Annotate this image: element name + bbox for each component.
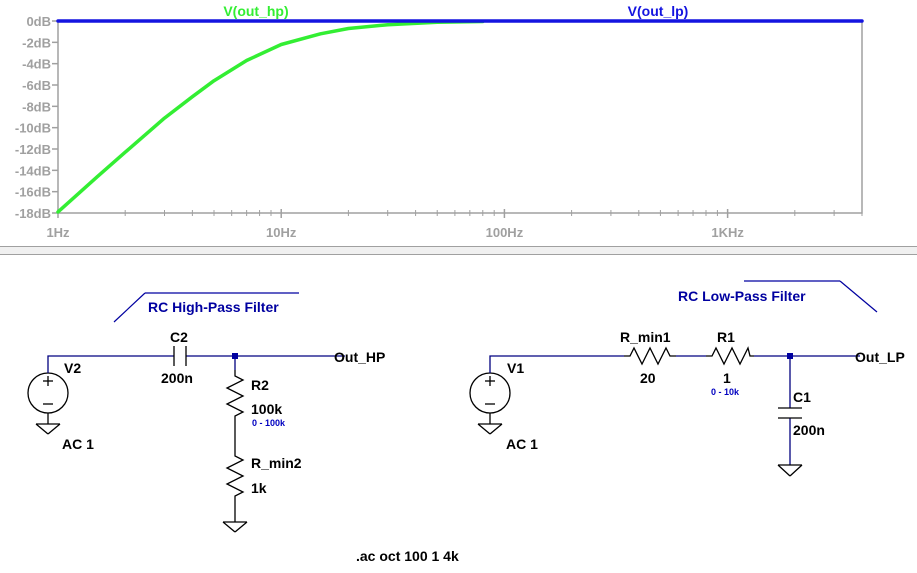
c1-value-label[interactable]: 200n	[793, 422, 825, 438]
resistor-r-min2[interactable]	[225, 452, 245, 522]
trace-layer	[56, 19, 864, 214]
y-tick-label: -16dB	[15, 185, 51, 200]
ground-symbol	[222, 521, 248, 533]
y-tick-label: 0dB	[26, 14, 51, 29]
trace-label-out-hp[interactable]: V(out_hp)	[223, 3, 288, 19]
ground-symbol	[777, 464, 803, 477]
wire	[47, 355, 174, 373]
c2-ref-label[interactable]: C2	[170, 329, 188, 345]
spice-directive[interactable]: .ac oct 100 1 4k	[356, 548, 459, 564]
voltage-source-v1[interactable]	[469, 372, 511, 424]
plot-area-frame	[57, 20, 863, 214]
hp-filter-title[interactable]: RC High-Pass Filter	[148, 299, 279, 315]
x-tick-label: 10Hz	[266, 225, 297, 240]
x-tick-label: 1Hz	[46, 225, 70, 240]
v2-ref-label[interactable]: V2	[64, 360, 81, 376]
ground-symbol	[35, 423, 61, 435]
x-tick-label: 1KHz	[711, 225, 744, 240]
y-axis-ticks: 0dB -2dB -4dB -6dB -8dB -10dB -12dB -14dB -16dB -…	[15, 14, 58, 221]
resistor-r-min1[interactable]	[624, 346, 676, 366]
schematic-canvas[interactable]: RC High-Pass Filter V2 AC 1	[0, 255, 917, 573]
v2-value-label[interactable]: AC 1	[62, 436, 94, 452]
r1-value-label[interactable]: 1	[723, 370, 731, 386]
c2-value-label[interactable]: 200n	[161, 370, 193, 386]
r1-ref-label[interactable]: R1	[717, 329, 735, 345]
bode-plot[interactable]: 0dB -2dB -4dB -6dB -8dB -10dB -12dB -14dB -16dB -…	[0, 0, 917, 246]
y-tick-label: -18dB	[15, 206, 51, 221]
y-tick-label: -12dB	[15, 142, 51, 157]
lp-title-underline	[839, 280, 878, 313]
lp-filter-title[interactable]: RC Low-Pass Filter	[678, 288, 806, 304]
trace-label-out-lp[interactable]: V(out_lp)	[628, 3, 689, 19]
resistor-r2[interactable]	[225, 370, 245, 452]
y-tick-label: -6dB	[22, 78, 51, 93]
r2-range-label[interactable]: 0 - 100k	[252, 418, 286, 428]
r2-ref-label[interactable]: R2	[251, 377, 269, 393]
voltage-source-v2[interactable]	[27, 372, 69, 424]
y-tick-label: -8dB	[22, 99, 51, 114]
rmin2-ref-label[interactable]: R_min2	[251, 455, 302, 471]
y-tick-label: -4dB	[22, 57, 51, 72]
r2-value-label[interactable]: 100k	[251, 401, 282, 417]
c1-ref-label[interactable]: C1	[793, 389, 811, 405]
hp-title-underline	[113, 292, 146, 323]
pane-splitter[interactable]	[0, 246, 917, 255]
trace-out-hp[interactable]	[56, 19, 485, 214]
net-label-out-lp[interactable]: Out_LP	[855, 349, 905, 365]
y-tick-label: -14dB	[15, 163, 51, 178]
net-label-out-hp[interactable]: Out_HP	[334, 349, 385, 365]
v1-value-label[interactable]: AC 1	[506, 436, 538, 452]
rmin1-ref-label[interactable]: R_min1	[620, 329, 671, 345]
wire	[489, 355, 624, 373]
ground-symbol	[477, 423, 503, 435]
waveform-plot-pane[interactable]: 0dB -2dB -4dB -6dB -8dB -10dB -12dB -14dB -16dB -…	[0, 0, 917, 246]
capacitor-c1[interactable]	[778, 407, 802, 419]
v1-ref-label[interactable]: V1	[507, 360, 524, 376]
resistor-r1[interactable]	[706, 346, 754, 366]
y-tick-label: -2dB	[22, 35, 51, 50]
x-tick-label: 100Hz	[486, 225, 524, 240]
rmin2-value-label[interactable]: 1k	[251, 480, 267, 496]
junction-dot	[787, 353, 793, 359]
r1-range-label[interactable]: 0 - 10k	[711, 387, 740, 397]
capacitor-c2[interactable]	[173, 346, 187, 366]
junction-dot	[232, 353, 238, 359]
x-axis-ticks: 1Hz 10Hz 100Hz 1KHz	[46, 209, 863, 240]
rmin1-value-label[interactable]: 20	[640, 370, 656, 386]
schematic-pane[interactable]: RC High-Pass Filter V2 AC 1	[0, 255, 917, 573]
y-tick-label: -10dB	[15, 121, 51, 136]
